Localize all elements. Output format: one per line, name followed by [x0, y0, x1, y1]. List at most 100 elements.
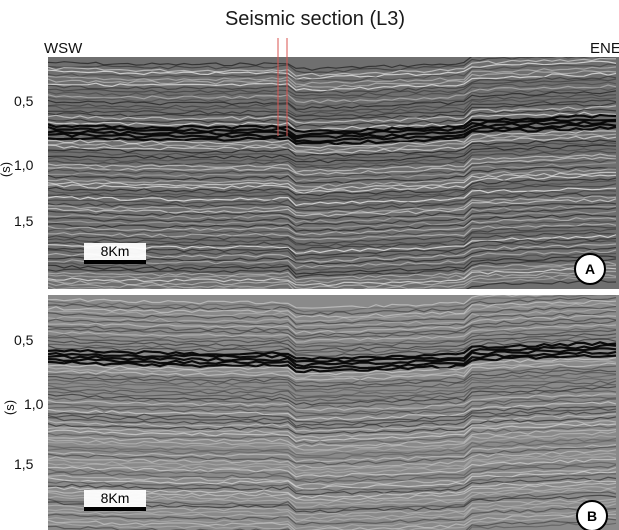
seismic-reflector: [48, 180, 617, 201]
seismic-reflector: [48, 413, 617, 433]
seismic-reflector: [48, 111, 617, 131]
seismic-reflector: [465, 279, 617, 289]
panel-a-scale-line: [84, 260, 146, 264]
seismic-reflector: [48, 207, 617, 228]
section-marker: [277, 38, 288, 136]
seismic-reflector: [48, 374, 617, 394]
seismic-reflector: [48, 119, 617, 140]
seismic-reflector: [48, 360, 617, 379]
seismic-reflector: [48, 141, 617, 161]
seismic-reflector: [48, 311, 616, 331]
seismic-reflector: [48, 252, 617, 272]
direction-label-left: WSW: [44, 40, 83, 57]
seismic-reflector: [48, 470, 617, 490]
seismic-reflector: [48, 476, 617, 495]
panel-b-scale-line: [84, 507, 146, 511]
seismic-reflector: [48, 326, 617, 346]
seismic-reflector: [48, 276, 616, 289]
seismic-reflector: [48, 195, 617, 214]
seismic-reflector: [48, 437, 617, 457]
seismic-reflector: [48, 467, 617, 487]
seismic-reflector: [48, 75, 617, 94]
panel-a-scale-label: 8Km: [84, 243, 146, 260]
seismic-reflector: [48, 210, 617, 230]
panel-a-y-tick-1-0: 1,0: [14, 157, 34, 173]
seismic-reflector: [48, 81, 617, 100]
seismic-reflector: [48, 362, 617, 381]
seismic-reflector: [48, 93, 617, 114]
seismic-reflector: [48, 423, 617, 443]
seismic-reflector: [48, 270, 617, 289]
seismic-reflector: [48, 150, 617, 170]
panel-b-y-tick-0-5: 0,5: [14, 332, 34, 348]
seismic-reflector: [48, 299, 617, 319]
seismic-reflector: [48, 398, 617, 418]
panel-a-y-tick-0-5: 0,5: [14, 93, 34, 109]
seismic-reflector: [48, 202, 617, 221]
seismic-reflector: [48, 443, 617, 463]
seismic-reflector: [48, 183, 617, 202]
seismic-reflector: [48, 383, 617, 402]
seismic-reflector: [48, 57, 616, 77]
seismic-reflector: [48, 507, 617, 526]
seismic-reflector: [48, 174, 617, 194]
seismic-reflector: [48, 308, 617, 328]
panel-b-y-tick-1-5: 1,5: [14, 456, 34, 472]
seismic-reflector: [48, 295, 617, 313]
panel-a-scale-bar: 8Km: [84, 243, 146, 264]
seismic-reflector: [48, 464, 617, 484]
seismic-reflector: [48, 162, 617, 182]
seismic-reflector: [48, 411, 617, 430]
seismic-reflector: [48, 431, 617, 451]
seismic-reflector: [48, 192, 617, 212]
figure-title: Seismic section (L3): [224, 8, 406, 30]
seismic-reflector: [48, 105, 617, 124]
seismic-reflector: [48, 87, 617, 107]
seismic-reflector: [48, 96, 617, 116]
seismic-reflector: [48, 189, 617, 209]
seismic-reflector: [48, 473, 617, 493]
seismic-reflector: [48, 274, 617, 289]
seismic-reflector: [48, 261, 617, 281]
seismic-reflector: [48, 338, 617, 358]
seismic-reflector: [48, 156, 617, 176]
seismic-reflector: [48, 166, 617, 184]
seismic-reflector: [48, 168, 617, 188]
seismic-reflector: [48, 177, 617, 197]
seismic-reflector: [48, 333, 617, 352]
seismic-reflector: [48, 220, 617, 239]
panel-a-axis-unit: (s): [0, 161, 14, 178]
panel-b-scale-label: 8Km: [84, 490, 146, 507]
direction-label-right: ENE: [590, 40, 619, 57]
seismic-panel-a: 8Km A: [48, 57, 619, 289]
seismic-reflector: [48, 503, 617, 523]
seismic-reflector: [48, 57, 617, 74]
seismic-reflector: [48, 255, 617, 275]
panel-b-y-tick-1-0: 1,0: [24, 396, 44, 412]
seismic-reflector: [48, 57, 529, 71]
seismic-reflector: [48, 390, 617, 410]
seismic-reflector: [48, 371, 617, 392]
seismic-reflector: [48, 407, 617, 427]
seismic-reflector: [48, 357, 617, 376]
seismic-reflector: [48, 139, 617, 157]
seismic-reflector: [48, 171, 617, 191]
seismic-reflector: [48, 90, 617, 110]
seismic-reflector: [48, 347, 617, 368]
seismic-reflector: [48, 452, 617, 472]
seismic-reflector: [48, 217, 617, 236]
seismic-reflector: [48, 63, 617, 82]
seismic-reflector: [48, 213, 617, 232]
seismic-reflector: [48, 323, 617, 343]
seismic-reflector: [48, 353, 617, 374]
seismic-reflector: [48, 440, 617, 460]
seismic-reflector: [48, 320, 617, 340]
panel-b-axis-unit: (s): [2, 399, 18, 416]
seismic-reflector: [48, 406, 617, 424]
seismic-reflector: [48, 129, 617, 149]
seismic-reflector: [48, 369, 617, 388]
seismic-reflector: [48, 416, 617, 436]
seismic-reflector: [48, 264, 616, 284]
seismic-reflector: [48, 329, 617, 348]
seismic-reflector: [48, 113, 617, 134]
